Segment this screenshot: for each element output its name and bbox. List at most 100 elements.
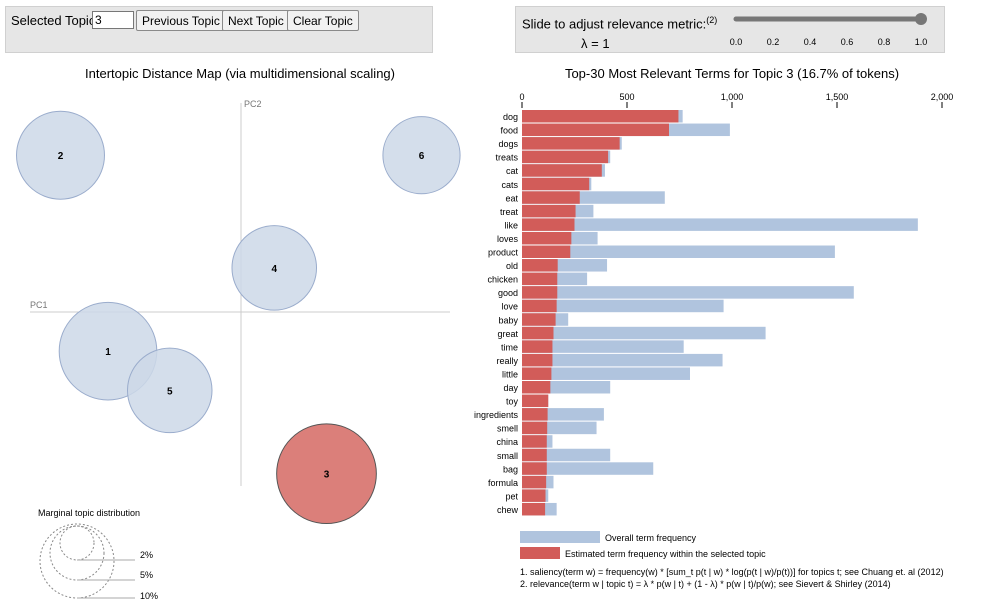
term-label-like[interactable]: like — [504, 220, 518, 230]
bar-tick-label-4: 2,000 — [931, 92, 954, 102]
term-label-china[interactable]: china — [496, 437, 518, 447]
bar-estimated-ingredients[interactable] — [522, 408, 548, 421]
bar-tick-label-3: 1,500 — [826, 92, 849, 102]
term-label-old[interactable]: old — [506, 261, 518, 271]
bar-overall-good[interactable] — [522, 286, 854, 299]
term-label-food[interactable]: food — [500, 126, 518, 136]
bar-overall-love[interactable] — [522, 299, 724, 313]
term-label-small[interactable]: small — [497, 451, 518, 461]
bar-overall-really[interactable] — [522, 353, 723, 367]
pc2-label: PC2 — [244, 99, 262, 109]
term-label-baby[interactable]: baby — [498, 315, 518, 325]
term-label-eat[interactable]: eat — [505, 193, 518, 203]
bar-estimated-little[interactable] — [522, 367, 552, 380]
bar-estimated-chew[interactable] — [522, 502, 546, 516]
topic-bubble-6[interactable] — [382, 116, 461, 195]
bar-estimated-old[interactable] — [522, 259, 558, 272]
topic-bubble-label-2[interactable]: 2 — [58, 151, 64, 162]
bar-estimated-treat[interactable] — [522, 204, 576, 218]
bar-estimated-dog[interactable] — [522, 110, 679, 123]
bar-tick-label-1: 500 — [619, 92, 634, 102]
lambda-slider[interactable]: 0.0 0.2 0.4 0.6 0.8 1.0 — [721, 7, 941, 52]
bar-estimated-toy[interactable] — [522, 394, 549, 408]
bar-estimated-china[interactable] — [522, 435, 547, 448]
bar-overall-bag[interactable] — [522, 462, 654, 475]
term-label-pet[interactable]: pet — [505, 491, 518, 501]
bar-overall-great[interactable] — [522, 326, 766, 340]
bar-estimated-chicken[interactable] — [522, 272, 558, 286]
term-label-great[interactable]: great — [497, 329, 518, 339]
lambda-tick-0.6: 0.6 — [841, 37, 854, 47]
marginal-circle-5pct — [49, 525, 105, 581]
term-label-cats[interactable]: cats — [501, 180, 518, 190]
term-label-dog[interactable]: dog — [503, 112, 518, 122]
bar-estimated-dogs[interactable] — [522, 137, 620, 150]
bar-estimated-smell[interactable] — [522, 421, 548, 435]
term-label-little[interactable]: little — [502, 369, 518, 379]
bar-estimated-great[interactable] — [522, 326, 554, 340]
term-label-formula[interactable]: formula — [488, 478, 518, 488]
bar-estimated-baby[interactable] — [522, 313, 556, 326]
term-label-bag[interactable]: bag — [503, 464, 518, 474]
lambda-tick-0.2: 0.2 — [767, 37, 780, 47]
bar-overall-like[interactable] — [522, 218, 918, 231]
topic-bubble-label-3[interactable]: 3 — [324, 470, 330, 481]
bar-estimated-bag[interactable] — [522, 462, 547, 475]
term-label-chew[interactable]: chew — [497, 505, 519, 515]
topic-bubble-4[interactable] — [231, 225, 318, 311]
bar-estimated-cat[interactable] — [522, 164, 602, 177]
bar-estimated-time[interactable] — [522, 340, 553, 353]
term-label-good[interactable]: good — [498, 288, 518, 298]
topic-bubble-label-4[interactable]: 4 — [271, 264, 277, 275]
bar-estimated-product[interactable] — [522, 245, 571, 259]
clear-topic-button[interactable]: Clear Topic — [287, 10, 359, 31]
topic-bubble-label-5[interactable]: 5 — [167, 386, 173, 397]
bar-overall-time[interactable] — [522, 340, 684, 353]
bar-estimated-pet[interactable] — [522, 489, 546, 502]
topic-bubble-3[interactable] — [276, 423, 377, 525]
bar-estimated-loves[interactable] — [522, 231, 572, 245]
term-label-treats[interactable]: treats — [495, 153, 518, 163]
selected-topic-input[interactable] — [92, 11, 134, 29]
bar-estimated-eat[interactable] — [522, 191, 580, 204]
bar-estimated-cats[interactable] — [522, 177, 590, 191]
term-label-dogs[interactable]: dogs — [498, 139, 518, 149]
term-label-chicken[interactable]: chicken — [487, 275, 518, 285]
bar-estimated-like[interactable] — [522, 218, 575, 231]
term-label-cat[interactable]: cat — [506, 166, 519, 176]
bar-estimated-treats[interactable] — [522, 150, 609, 164]
marginal-dist-title: Marginal topic distribution — [38, 508, 140, 518]
bar-chart-title: Top-30 Most Relevant Terms for Topic 3 (… — [565, 66, 899, 81]
term-label-really[interactable]: really — [496, 356, 518, 366]
term-label-loves[interactable]: loves — [497, 234, 519, 244]
lambda-slider-thumb[interactable] — [915, 13, 927, 25]
bar-estimated-food[interactable] — [522, 123, 669, 137]
bar-estimated-good[interactable] — [522, 286, 558, 299]
previous-topic-button[interactable]: Previous Topic — [136, 10, 226, 31]
lambda-tick-0.8: 0.8 — [878, 37, 891, 47]
bar-estimated-day[interactable] — [522, 381, 551, 394]
next-topic-button[interactable]: Next Topic — [222, 10, 290, 31]
bar-estimated-love[interactable] — [522, 299, 557, 313]
marginal-circle-10pct — [39, 523, 115, 599]
term-label-toy[interactable]: toy — [506, 397, 519, 407]
bar-estimated-small[interactable] — [522, 448, 547, 462]
bar-estimated-really[interactable] — [522, 353, 553, 367]
topic-bubble-label-6[interactable]: 6 — [419, 151, 425, 162]
bar-overall-product[interactable] — [522, 245, 835, 259]
term-label-day[interactable]: day — [503, 383, 518, 393]
marginal-circle-2pct — [59, 525, 95, 561]
bar-estimated-formula[interactable] — [522, 475, 547, 489]
term-label-time[interactable]: time — [501, 342, 518, 352]
footnote-relevance: 2. relevance(term w | topic t) = λ * p(w… — [520, 579, 891, 589]
term-label-love[interactable]: love — [501, 302, 518, 312]
topic-bubble-2[interactable] — [16, 110, 105, 200]
topic-bubble-5[interactable] — [126, 347, 213, 434]
topic-bubble-label-1[interactable]: 1 — [105, 347, 111, 358]
term-label-smell[interactable]: smell — [497, 424, 518, 434]
term-label-ingredients[interactable]: ingredients — [474, 410, 519, 420]
lambda-control-panel: Slide to adjust relevance metric:(2) λ =… — [515, 6, 945, 53]
bar-overall-little[interactable] — [522, 367, 690, 380]
term-label-treat[interactable]: treat — [500, 207, 519, 217]
term-label-product[interactable]: product — [488, 248, 519, 258]
